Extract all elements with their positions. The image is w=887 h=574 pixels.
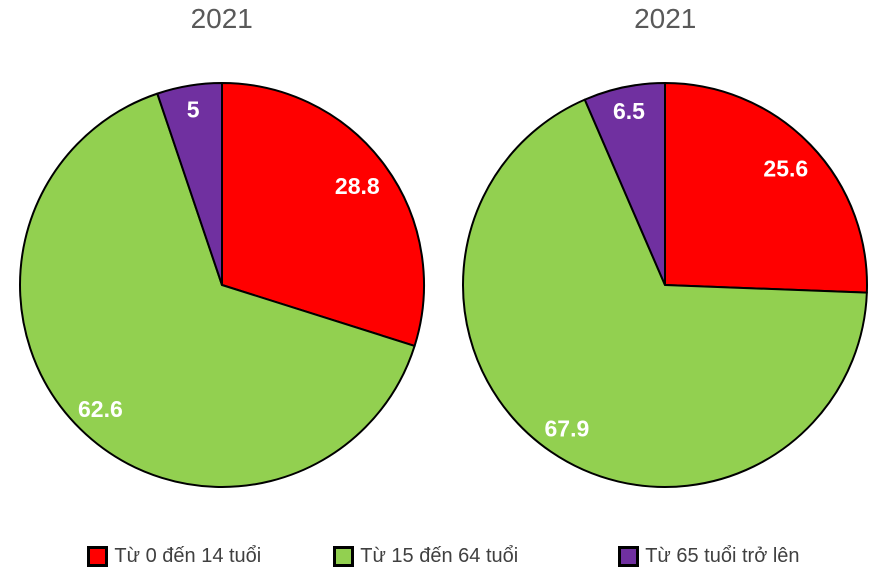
legend-item-0: Từ 0 đến 14 tuổi — [87, 545, 261, 568]
pie-slice-0 — [220, 82, 425, 347]
data-label-0: 25.6 — [764, 156, 809, 182]
pie-slice-0 — [664, 82, 869, 294]
legend-item-1: Từ 15 đến 64 tuổi — [333, 545, 518, 568]
charts-row: 2021 28.8 62.6 5 2021 25.6 67.9 6.5 — [0, 0, 887, 495]
pie-chart-right: 2021 25.6 67.9 6.5 — [444, 0, 887, 495]
pie-right-svg: 25.6 67.9 6.5 — [462, 82, 869, 488]
legend-label: Từ 15 đến 64 tuổi — [360, 545, 519, 567]
pie-chart-left: 2021 28.8 62.6 5 — [0, 0, 444, 495]
pie-slice-2 — [584, 82, 667, 286]
data-label-1: 62.6 — [78, 396, 123, 422]
chart-title-left: 2021 — [190, 3, 253, 34]
data-label-1: 67.9 — [545, 415, 590, 441]
legend-label: Từ 65 tuổi trở lên — [645, 545, 800, 567]
chart-title-right: 2021 — [634, 3, 697, 34]
pie-slice-1 — [18, 92, 416, 488]
data-label-2: 5 — [187, 97, 200, 123]
chart-legend: Từ 0 đến 14 tuổi Từ 15 đến 64 tuổi Từ 65 t… — [0, 545, 887, 568]
legend-item-2: Từ 65 tuổi trở lên — [618, 545, 800, 568]
pie-slice-2 — [156, 82, 223, 286]
data-label-0: 28.8 — [335, 173, 380, 199]
pie-left-svg: 28.8 62.6 5 — [18, 82, 425, 488]
legend-swatch-icon — [333, 546, 355, 567]
legend-swatch-icon — [87, 546, 109, 567]
legend-label: Từ 0 đến 14 tuổi — [114, 545, 262, 567]
data-label-2: 6.5 — [613, 98, 645, 124]
legend-swatch-icon — [618, 546, 640, 567]
pie-slice-1 — [462, 98, 869, 488]
